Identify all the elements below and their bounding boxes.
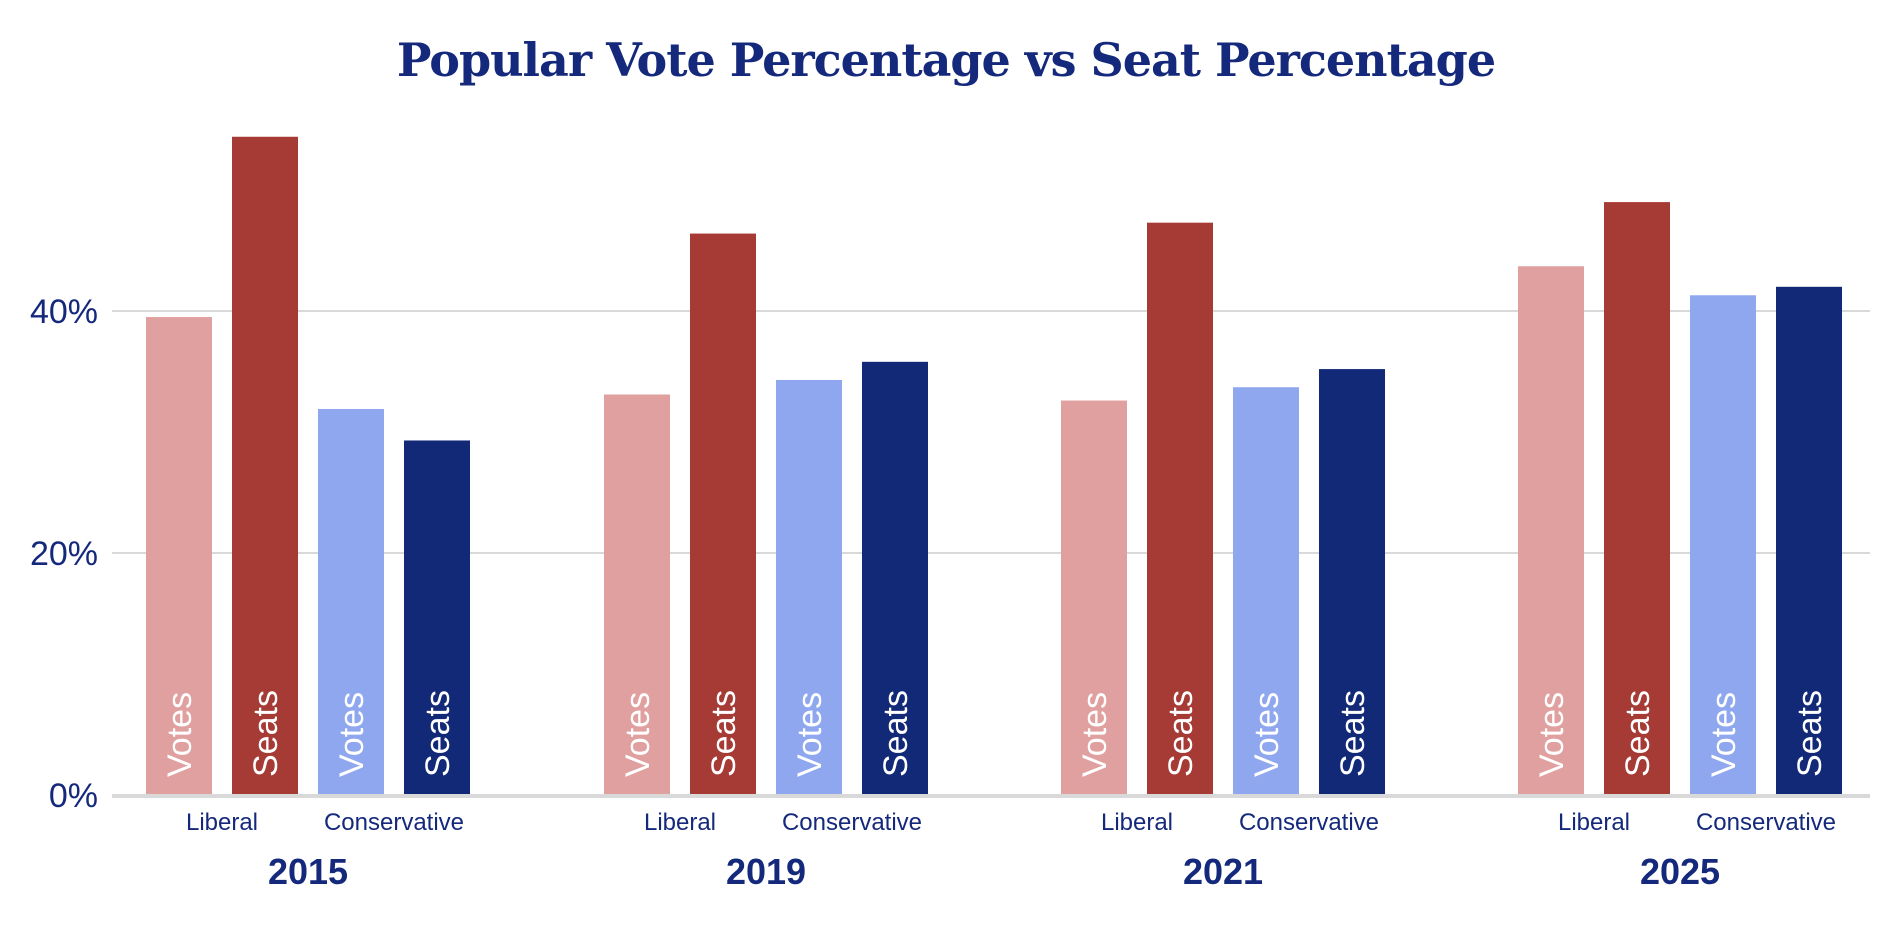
party-label: Conservative (782, 809, 922, 836)
y-axis-ticks: 0% 20% 40% (30, 293, 98, 815)
bar-2025-liberal-votes (1518, 266, 1584, 796)
bar-2019-conservative-seats (862, 361, 928, 795)
bar-2015-conservative-seats (404, 440, 470, 795)
bar-label: Votes (1705, 692, 1743, 777)
bar-label: Seats (247, 690, 285, 777)
bar-label: Votes (619, 692, 657, 777)
y-tick-label: 20% (30, 535, 98, 573)
party-label: Liberal (186, 809, 258, 836)
bar-label: Votes (1076, 692, 1114, 777)
bar-label: Seats (1162, 690, 1200, 777)
chart-title: Popular Vote Percentage vs Seat Percenta… (397, 33, 1495, 87)
bar-2015-conservative-votes (318, 409, 384, 795)
bars: Votes Seats Votes Seats Votes Seats Votes Seats… (112, 136, 1870, 798)
party-label: Liberal (1558, 809, 1630, 836)
party-label: Conservative (1696, 809, 1836, 836)
y-tick-label: 0% (49, 777, 98, 815)
bar-2019-liberal-seats (690, 233, 756, 795)
bar-label: Seats (1791, 690, 1829, 777)
bar-2025-conservative-votes (1690, 295, 1756, 795)
bar-2019-conservative-votes (776, 379, 842, 795)
bar-label: Seats (1619, 690, 1657, 777)
bar-2021-conservative-votes (1233, 387, 1299, 795)
bar-2025-liberal-seats (1604, 202, 1670, 796)
bar-label: Seats (419, 690, 457, 777)
bar-label: Votes (791, 692, 829, 777)
party-label: Liberal (644, 809, 716, 836)
bar-label: Seats (705, 690, 743, 777)
bar-label: Votes (161, 692, 199, 777)
party-label: Liberal (1101, 809, 1173, 836)
year-label: 2025 (1640, 851, 1720, 892)
y-tick-label: 40% (30, 293, 98, 331)
party-label: Conservative (324, 809, 464, 836)
bar-2019-liberal-votes (604, 394, 670, 795)
bar-2025-conservative-seats (1776, 286, 1842, 795)
bar-2015-liberal-seats (232, 136, 298, 795)
bar-label: Votes (1248, 692, 1286, 777)
party-label: Conservative (1239, 809, 1379, 836)
bar-2015-liberal-votes (146, 317, 212, 795)
bar-2021-liberal-seats (1147, 222, 1213, 796)
year-label: 2015 (268, 851, 348, 892)
bar-2021-liberal-votes (1061, 400, 1127, 795)
bar-label: Seats (877, 690, 915, 777)
bar-label: Seats (1334, 690, 1372, 777)
year-label: 2019 (726, 851, 806, 892)
bar-label: Votes (333, 692, 371, 777)
bar-label: Votes (1533, 692, 1571, 777)
bar-2021-conservative-seats (1319, 369, 1385, 795)
year-label: 2021 (1183, 851, 1263, 892)
category-labels: Liberal Conservative 2015 Liberal Conservati… (186, 809, 1836, 892)
